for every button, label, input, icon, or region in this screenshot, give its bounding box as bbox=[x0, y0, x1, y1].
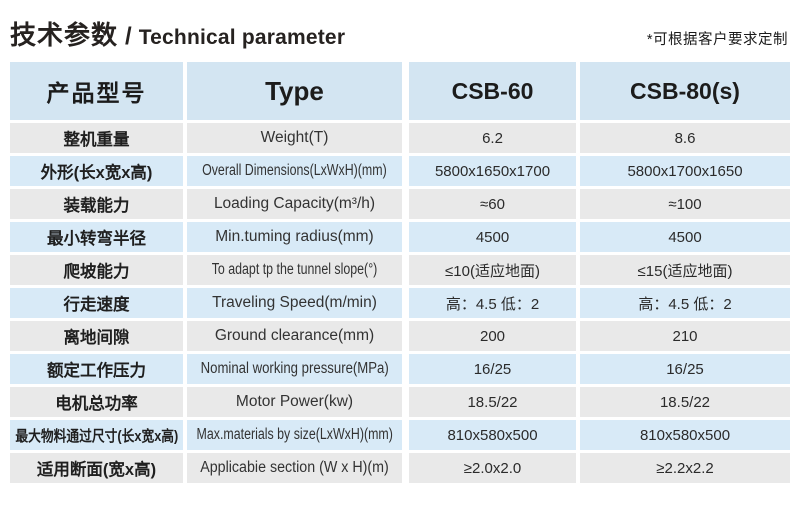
page-title: 技术参数 / Technical parameter bbox=[10, 15, 345, 52]
row-value-csb60: ≤10(适应地面) bbox=[445, 260, 540, 281]
header-product-model: 产品型号 bbox=[10, 62, 183, 120]
row-value-csb80s: 210 bbox=[672, 328, 697, 345]
row-label-cn: 整机重量 bbox=[64, 126, 130, 150]
row-label-en: Min.tuming radius(mm) bbox=[215, 228, 373, 246]
table-row-working-pressure: 额定工作压力 Nominal working pressure(MPa) 16/… bbox=[10, 354, 790, 384]
row-value-csb80s: ≈100 bbox=[668, 196, 701, 213]
row-value-csb80s: 16/25 bbox=[666, 361, 704, 378]
row-label-en: Ground clearance(mm) bbox=[215, 327, 374, 345]
page-header: 技术参数 / Technical parameter *可根据客户要求定制 bbox=[10, 14, 788, 52]
row-value-csb60: 4500 bbox=[476, 229, 509, 246]
title-chinese: 技术参数 bbox=[10, 15, 118, 52]
row-value-csb80s: 5800x1700x1650 bbox=[627, 163, 742, 180]
row-label-cn: 最小转弯半径 bbox=[47, 225, 146, 249]
row-value-csb60: ≈60 bbox=[480, 196, 505, 213]
header-csb-60: CSB-60 bbox=[409, 62, 576, 120]
row-value-csb80s: 4500 bbox=[668, 229, 701, 246]
row-value-csb60: 5800x1650x1700 bbox=[435, 163, 550, 180]
row-label-cn: 适用断面(宽x高) bbox=[37, 456, 156, 480]
row-label-cn: 装载能力 bbox=[64, 192, 130, 216]
table-row-dimensions: 外形(长x宽x高) Overall Dimensions(LxWxH)(mm) … bbox=[10, 156, 790, 186]
row-value-csb60: ≥2.0x2.0 bbox=[464, 460, 521, 477]
row-value-csb80s: ≤15(适应地面) bbox=[638, 260, 733, 281]
row-value-csb60: 18.5/22 bbox=[467, 394, 517, 411]
spec-table: 产品型号 Type CSB-60 CSB-80(s) 整机重量 Weight(T… bbox=[10, 62, 790, 483]
table-row-slope: 爬坡能力 To adapt tp the tunnel slope(°) ≤10… bbox=[10, 255, 790, 285]
row-value-csb80s: ≥2.2x2.2 bbox=[656, 460, 713, 477]
row-value-csb60: 16/25 bbox=[474, 361, 512, 378]
table-row-max-material-size: 最大物料通过尺寸(长x宽x高) Max.materials by size(Lx… bbox=[10, 420, 790, 450]
row-label-en: Loading Capacity(m³/h) bbox=[214, 195, 375, 213]
customization-note: *可根据客户要求定制 bbox=[647, 28, 788, 52]
row-value-csb80s: 18.5/22 bbox=[660, 394, 710, 411]
table-row-applicable-section: 适用断面(宽x高) Applicabie section (W x H)(m) … bbox=[10, 453, 790, 483]
header-type: Type bbox=[187, 62, 402, 120]
row-label-en: Weight(T) bbox=[261, 129, 329, 147]
row-label-en: Motor Power(kw) bbox=[236, 393, 353, 411]
table-row-traveling-speed: 行走速度 Traveling Speed(m/min) 高：4.5 低：2 高：… bbox=[10, 288, 790, 318]
row-label-en: To adapt tp the tunnel slope(°) bbox=[212, 261, 378, 279]
title-slash: / bbox=[125, 23, 132, 51]
table-row-turning-radius: 最小转弯半径 Min.tuming radius(mm) 4500 4500 bbox=[10, 222, 790, 252]
table-row-weight: 整机重量 Weight(T) 6.2 8.6 bbox=[10, 123, 790, 153]
row-value-csb80s: 高：4.5 低：2 bbox=[638, 293, 731, 314]
row-label-en: Applicabie section (W x H)(m) bbox=[200, 459, 389, 477]
table-row-motor-power: 电机总功率 Motor Power(kw) 18.5/22 18.5/22 bbox=[10, 387, 790, 417]
row-label-cn: 最大物料通过尺寸(长x宽x高) bbox=[15, 425, 178, 446]
row-label-cn: 离地间隙 bbox=[64, 324, 130, 348]
row-value-csb60: 高：4.5 低：2 bbox=[446, 293, 539, 314]
row-value-csb60: 6.2 bbox=[482, 130, 503, 147]
row-value-csb60: 200 bbox=[480, 328, 505, 345]
row-label-en: Overall Dimensions(LxWxH)(mm) bbox=[202, 162, 387, 180]
row-label-cn: 电机总功率 bbox=[55, 390, 138, 414]
header-csb-80s: CSB-80(s) bbox=[580, 62, 790, 120]
table-header-row: 产品型号 Type CSB-60 CSB-80(s) bbox=[10, 62, 790, 120]
row-value-csb60: 810x580x500 bbox=[447, 427, 537, 444]
table-row-ground-clearance: 离地间隙 Ground clearance(mm) 200 210 bbox=[10, 321, 790, 351]
row-label-en: Traveling Speed(m/min) bbox=[212, 294, 377, 312]
row-label-en: Max.materials by size(LxWxH)(mm) bbox=[196, 426, 392, 444]
row-value-csb80s: 8.6 bbox=[675, 130, 696, 147]
row-label-en: Nominal working pressure(MPa) bbox=[200, 360, 388, 378]
row-label-cn: 外形(长x宽x高) bbox=[41, 159, 153, 183]
row-label-cn: 行走速度 bbox=[64, 291, 130, 315]
table-row-loading-capacity: 装载能力 Loading Capacity(m³/h) ≈60 ≈100 bbox=[10, 189, 790, 219]
title-english: Technical parameter bbox=[139, 26, 346, 50]
row-label-cn: 爬坡能力 bbox=[64, 258, 130, 282]
row-value-csb80s: 810x580x500 bbox=[640, 427, 730, 444]
row-label-cn: 额定工作压力 bbox=[47, 357, 146, 381]
